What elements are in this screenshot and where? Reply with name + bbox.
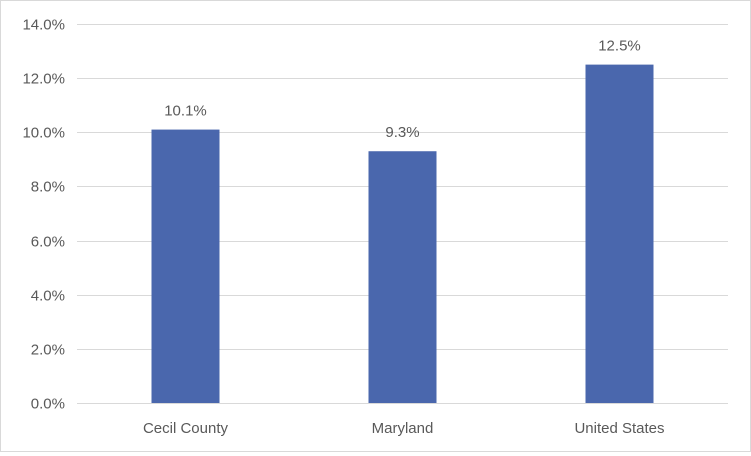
- y-tick-label: 4.0%: [31, 288, 65, 305]
- data-label: 10.1%: [164, 103, 207, 120]
- y-tick-label: 10.0%: [22, 125, 65, 142]
- y-tick-label: 2.0%: [31, 342, 65, 359]
- bar: [151, 129, 220, 404]
- y-axis-ticks: 0.0% 2.0% 4.0% 6.0% 8.0% 10.0% 12.0% 14.0%: [22, 17, 65, 413]
- y-tick-label: 6.0%: [31, 234, 65, 251]
- y-tick-label: 8.0%: [31, 179, 65, 196]
- y-tick-label: 14.0%: [22, 17, 65, 34]
- data-label: 9.3%: [385, 124, 419, 141]
- x-tick-label: United States: [574, 420, 664, 437]
- y-tick-label: 0.0%: [31, 396, 65, 413]
- bar: [585, 64, 654, 403]
- x-axis-ticks: Cecil County Maryland United States: [143, 420, 665, 437]
- x-tick-label: Cecil County: [143, 420, 229, 437]
- bars: [151, 64, 654, 404]
- y-tick-label: 12.0%: [22, 71, 65, 88]
- x-tick-label: Maryland: [372, 420, 434, 437]
- bar: [368, 151, 437, 403]
- data-labels: 10.1% 9.3% 12.5%: [164, 38, 641, 142]
- data-label: 12.5%: [598, 38, 641, 55]
